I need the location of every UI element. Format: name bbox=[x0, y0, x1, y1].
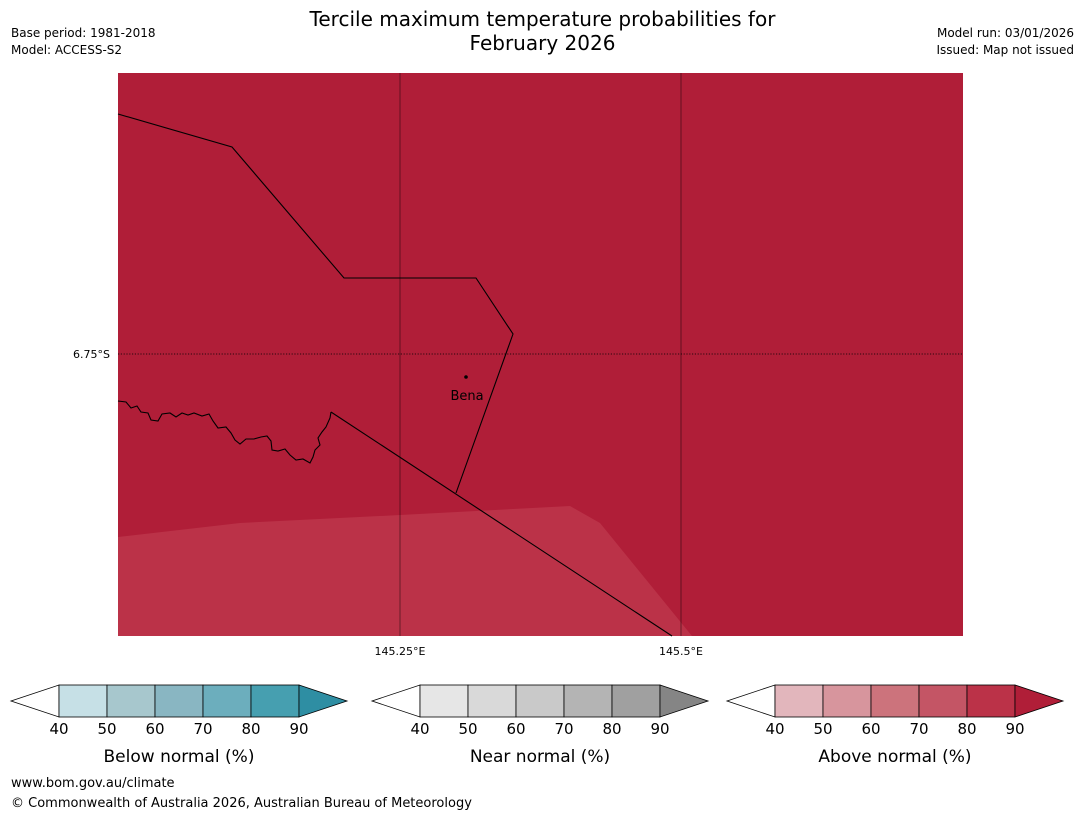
near-tick-label: 40 bbox=[410, 720, 429, 738]
below-swatch bbox=[250, 684, 300, 718]
model-name: Model: ACCESS-S2 bbox=[11, 43, 123, 57]
lat-label: 6.75°S bbox=[73, 348, 110, 361]
below-tick-label: 50 bbox=[97, 720, 116, 738]
meta-left: Base period: 1981-2018 Model: ACCESS-S2 bbox=[11, 25, 156, 59]
model-run: Model run: 03/01/2026 bbox=[936, 26, 1074, 40]
above-swatch bbox=[918, 684, 968, 718]
near-arrow-high bbox=[659, 684, 710, 718]
near-swatch bbox=[419, 684, 469, 718]
above-tick-label: 90 bbox=[1005, 720, 1024, 738]
meta-right: Model run: 03/01/2026 Issued: Map not is… bbox=[936, 25, 1074, 59]
above-arrow-high bbox=[1014, 684, 1065, 718]
above-swatch bbox=[774, 684, 824, 718]
above-swatch bbox=[822, 684, 872, 718]
above-tick-label: 50 bbox=[813, 720, 832, 738]
lon-label-145-5: 145.5°E bbox=[659, 645, 703, 658]
above-tick-label: 80 bbox=[957, 720, 976, 738]
near-tick-label: 90 bbox=[650, 720, 669, 738]
district-boundary-river bbox=[117, 400, 332, 464]
above-arrow-low bbox=[725, 684, 776, 718]
near-tick-label: 70 bbox=[554, 720, 573, 738]
near-tick-label: 50 bbox=[458, 720, 477, 738]
below-tick-label: 90 bbox=[289, 720, 308, 738]
near-swatch bbox=[467, 684, 517, 718]
above-swatch bbox=[870, 684, 920, 718]
province-boundary-north bbox=[117, 113, 514, 494]
footer-website[interactable]: www.bom.gov.au/climate bbox=[11, 776, 175, 791]
below-swatch bbox=[106, 684, 156, 718]
town-marker-bena[interactable] bbox=[464, 375, 468, 379]
title-line-1: Tercile maximum temperature probabilitie… bbox=[309, 7, 776, 31]
near-swatch bbox=[611, 684, 661, 718]
below-tick-label: 40 bbox=[49, 720, 68, 738]
below-swatch bbox=[202, 684, 252, 718]
near-swatch bbox=[515, 684, 565, 718]
below-tick-label: 70 bbox=[193, 720, 212, 738]
below-swatch bbox=[58, 684, 108, 718]
near-tick-label: 80 bbox=[602, 720, 621, 738]
footer-copyright: © Commonwealth of Australia 2026, Austra… bbox=[11, 796, 472, 811]
above-tick-label: 40 bbox=[765, 720, 784, 738]
base-period: Base period: 1981-2018 bbox=[11, 26, 156, 40]
title-line-2: February 2026 bbox=[469, 31, 616, 55]
below-tick-label: 60 bbox=[145, 720, 164, 738]
province-boundary-south bbox=[330, 411, 673, 637]
issued-status: Issued: Map not issued bbox=[936, 43, 1074, 57]
below-legend-label: Below normal (%) bbox=[104, 747, 255, 767]
town-label-bena: Bena bbox=[450, 389, 483, 404]
probability-fill-70-80 bbox=[118, 506, 692, 636]
near-swatch bbox=[563, 684, 613, 718]
near-tick-label: 60 bbox=[506, 720, 525, 738]
below-swatch bbox=[154, 684, 204, 718]
below-arrow-high bbox=[298, 684, 349, 718]
above-tick-label: 70 bbox=[909, 720, 928, 738]
lon-label-145-25: 145.25°E bbox=[375, 645, 426, 658]
below-arrow-low bbox=[9, 684, 60, 718]
above-tick-label: 60 bbox=[861, 720, 880, 738]
near-arrow-low bbox=[370, 684, 421, 718]
near-legend-label: Near normal (%) bbox=[470, 747, 610, 767]
above-swatch bbox=[966, 684, 1016, 718]
below-tick-label: 80 bbox=[241, 720, 260, 738]
map-title: Tercile maximum temperature probabilitie… bbox=[0, 7, 1085, 55]
above-legend-label: Above normal (%) bbox=[818, 747, 971, 767]
